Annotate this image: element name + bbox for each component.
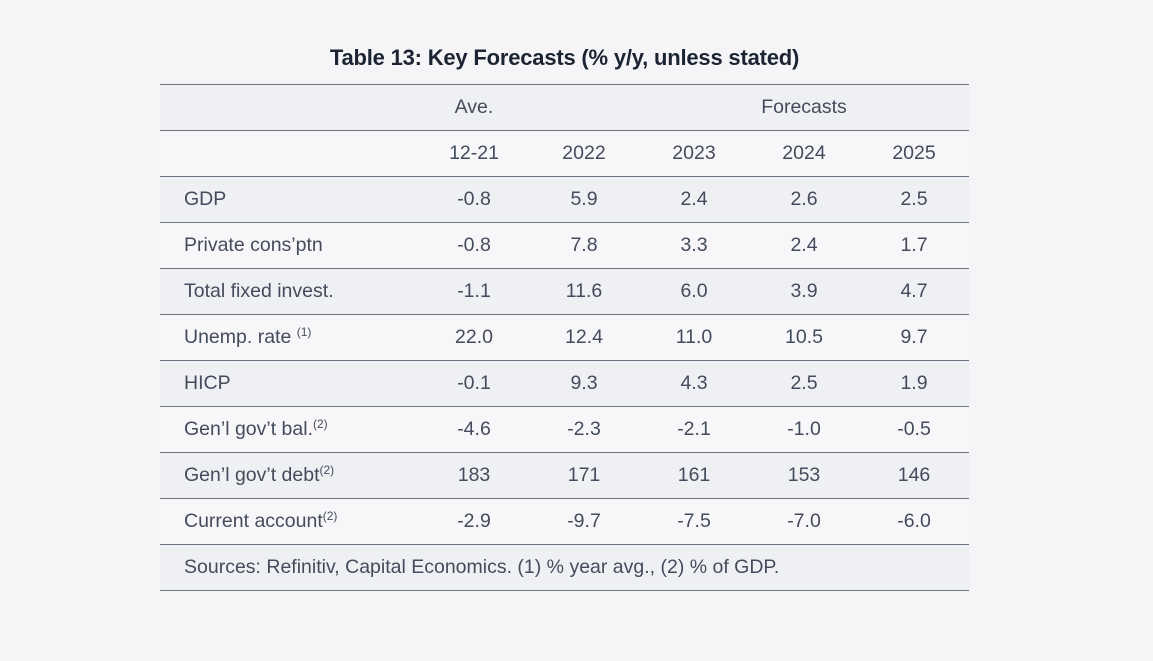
row-label: Total fixed invest. [160, 269, 419, 315]
sources-row: Sources: Refinitiv, Capital Economics. (… [160, 544, 970, 591]
year-header-2025: 2025 [892, 142, 936, 164]
cell-value: 7.8 [570, 234, 598, 256]
cell-value: 6.0 [680, 280, 708, 302]
year-header-12-21: 12-21 [449, 142, 499, 164]
table-row-private-consumption: Private cons’ptn -0.8 7.8 3.3 2.4 1.7 [160, 222, 970, 269]
cell-value: -0.1 [457, 372, 491, 394]
cell-value: 3.9 [790, 280, 818, 302]
row-label-text: Private cons’ptn [184, 234, 323, 256]
cell-value: 171 [567, 464, 601, 486]
cell-value: -7.0 [787, 510, 821, 532]
cell-value: 2.6 [790, 188, 818, 210]
cell-value: 5.9 [570, 188, 598, 210]
table-row-general-government-balance: Gen’l gov’t bal.(2) -4.6 -2.3 -2.1 -1.0 … [160, 406, 970, 453]
cell-value: -9.7 [567, 510, 601, 532]
row-label: Unemp. rate (1) [160, 315, 419, 361]
row-label-text: Gen’l gov’t debt [184, 464, 320, 486]
group-header-spacer [160, 85, 419, 131]
cell-value: 2.4 [790, 234, 818, 256]
row-label: Gen’l gov’t debt(2) [160, 453, 419, 499]
table-row-total-fixed-investment: Total fixed invest. -1.1 11.6 6.0 3.9 4.… [160, 268, 970, 315]
cell-value: 3.3 [680, 234, 708, 256]
table-row-gdp: GDP -0.8 5.9 2.4 2.6 2.5 [160, 176, 970, 223]
cell-value: 2.4 [680, 188, 708, 210]
cell-value: -4.6 [457, 418, 491, 440]
group-header-row: Ave. Forecasts [160, 84, 970, 131]
row-label: Current account(2) [160, 499, 419, 545]
row-label-text: Unemp. rate [184, 326, 297, 348]
row-label: GDP [160, 177, 419, 223]
sources-text: Sources: Refinitiv, Capital Economics. (… [184, 556, 780, 578]
cell-value: -2.1 [677, 418, 711, 440]
cell-value: 9.3 [570, 372, 598, 394]
cell-value: -0.8 [457, 234, 491, 256]
cell-value: 1.7 [900, 234, 928, 256]
cell-value: 22.0 [455, 326, 493, 348]
footnote-marker: (1) [296, 325, 312, 339]
table-row-hicp: HICP -0.1 9.3 4.3 2.5 1.9 [160, 360, 970, 407]
row-label-text: HICP [184, 372, 231, 394]
cell-value: 10.5 [785, 326, 823, 348]
group-header-ave: Ave. [454, 96, 494, 118]
footnote-marker: (2) [313, 417, 328, 431]
year-header-row: 12-21 2022 2023 2024 2025 [160, 130, 970, 177]
row-label: Private cons’ptn [160, 223, 419, 269]
year-header-spacer [160, 131, 419, 177]
row-label-text: Gen’l gov’t bal. [184, 418, 313, 440]
cell-value: -0.5 [897, 418, 931, 440]
cell-value: 153 [787, 464, 821, 486]
cell-value: 183 [457, 464, 491, 486]
table-row-unemployment-rate: Unemp. rate (1) 22.0 12.4 11.0 10.5 9.7 [160, 314, 970, 361]
cell-value: 11.0 [675, 326, 713, 348]
cell-value: 4.7 [900, 280, 928, 302]
row-label-text: Current account [184, 510, 323, 532]
cell-value: 161 [677, 464, 711, 486]
year-header-2023: 2023 [672, 142, 716, 164]
cell-value: 1.9 [900, 372, 928, 394]
footnote-marker: (2) [319, 463, 335, 477]
key-forecasts-table: Ave. Forecasts 12-21 2022 2023 2024 2025… [160, 84, 970, 591]
group-header-forecasts: Forecasts [761, 96, 847, 118]
cell-value: -6.0 [897, 510, 931, 532]
year-header-2022: 2022 [562, 142, 606, 164]
cell-value: -0.8 [457, 188, 491, 210]
cell-value: 2.5 [900, 188, 928, 210]
cell-value: -2.9 [457, 510, 491, 532]
row-label: Gen’l gov’t bal.(2) [160, 407, 419, 453]
cell-value: 11.6 [565, 280, 603, 302]
cell-value: 146 [897, 464, 931, 486]
group-header-gap [529, 85, 639, 131]
cell-value: 4.3 [680, 372, 708, 394]
cell-value: 9.7 [900, 326, 928, 348]
table-row-current-account: Current account(2) -2.9 -9.7 -7.5 -7.0 -… [160, 498, 970, 545]
row-label: HICP [160, 361, 419, 407]
row-label-text: GDP [184, 188, 227, 210]
row-label-text: Total fixed invest. [184, 280, 334, 302]
table-row-general-government-debt: Gen’l gov’t debt(2) 183 171 161 153 146 [160, 452, 970, 499]
footnote-marker: (2) [322, 509, 338, 523]
table-title: Table 13: Key Forecasts (% y/y, unless s… [329, 45, 800, 70]
forecast-table-panel: Table 13: Key Forecasts (% y/y, unless s… [160, 44, 970, 591]
cell-value: -2.3 [567, 418, 601, 440]
cell-value: 2.5 [790, 372, 818, 394]
cell-value: -1.0 [787, 418, 821, 440]
cell-value: -1.1 [457, 280, 491, 302]
cell-value: 12.4 [565, 326, 603, 348]
year-header-2024: 2024 [782, 142, 826, 164]
cell-value: -7.5 [677, 510, 711, 532]
